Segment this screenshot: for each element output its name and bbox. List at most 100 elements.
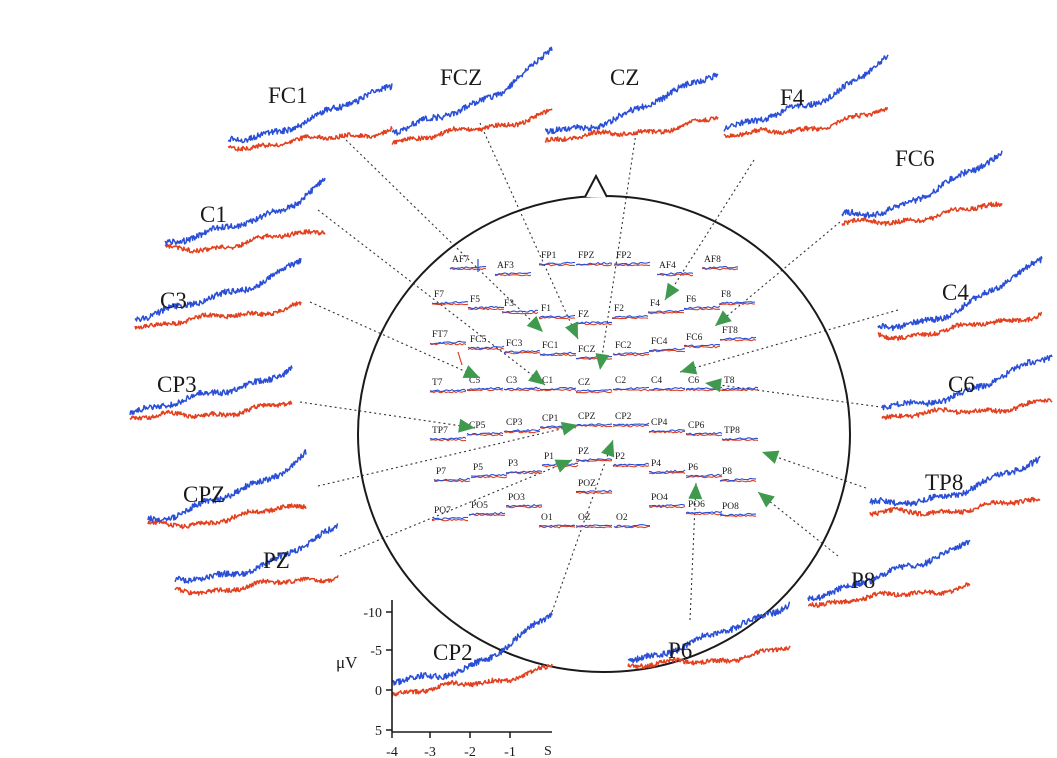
electrode-label: FP2 — [616, 251, 632, 261]
scale-axis: -10 -5 0 5 -4 -3 -2 -1 μV S — [336, 600, 552, 758]
electrode-label: P8 — [722, 467, 732, 477]
y-unit-label: μV — [336, 653, 358, 672]
trace-pz-blue — [174, 523, 339, 584]
electrode-fz: FZ — [575, 310, 613, 326]
electrode-c5: C5 — [466, 376, 504, 392]
electrode-tp7: TP7 — [429, 426, 467, 442]
electrode-label: PO3 — [508, 493, 525, 503]
electrode-label: F7 — [434, 290, 444, 300]
electrode-fc4: FC4 — [648, 337, 686, 353]
electrode-blue-trace — [539, 351, 576, 356]
electrode-red-trace — [505, 471, 542, 475]
electrode-blue-trace — [648, 429, 686, 433]
label-fc6: FC6 — [895, 146, 935, 171]
electrode-t8: T8 — [721, 376, 759, 392]
trace-p8-blue — [807, 539, 971, 602]
arrow-fc6 — [715, 310, 732, 326]
electrode-label: FP1 — [541, 251, 557, 261]
electrode-label: F8 — [721, 290, 731, 300]
electrode-label: PO5 — [471, 501, 488, 511]
electrode-f3: F3 — [501, 299, 539, 315]
arrow-fc1 — [526, 315, 543, 332]
electrode-c2: C2 — [612, 376, 650, 392]
electrode-blue-trace — [431, 301, 469, 305]
electrode-red-trace — [685, 512, 723, 516]
electrode-blue-trace — [538, 314, 576, 319]
electrode-blue-trace — [611, 315, 649, 319]
trace-cp2-red — [391, 663, 553, 698]
electrode-blue-trace — [575, 423, 613, 427]
electrode-red-trace — [613, 525, 651, 529]
electrode-blue-trace — [468, 305, 505, 310]
electrode-label: C4 — [651, 376, 662, 386]
connector-c3 — [309, 301, 481, 379]
electrode-fc5: FC5 — [467, 335, 505, 351]
electrode-label: P5 — [473, 463, 483, 473]
label-cp3: CP3 — [157, 372, 197, 397]
electrode-label: C3 — [506, 376, 517, 386]
y-tick-label: -5 — [370, 644, 382, 659]
electrode-poz: POZ — [575, 479, 613, 495]
electrode-label: CP5 — [469, 421, 486, 431]
electrode-blue-trace — [649, 386, 686, 391]
electrode-label: PO8 — [722, 502, 739, 512]
electrode-red-trace — [613, 263, 650, 267]
electrode-red-trace — [683, 307, 721, 311]
electrode-red-trace — [539, 388, 577, 392]
label-c6: C6 — [948, 372, 975, 397]
connector-tp8 — [761, 451, 867, 489]
electrode-red-trace — [539, 316, 576, 320]
enlarged-traces — [129, 46, 1053, 698]
electrode-blue-trace — [429, 388, 467, 392]
electrode-ft8: FT8 — [719, 326, 757, 342]
electrode-red-trace — [575, 525, 613, 529]
y-ticks: -10 -5 0 5 — [363, 606, 392, 739]
trace-fc1 — [227, 83, 393, 152]
electrode-blue-trace — [539, 387, 577, 391]
x-tick-label: -3 — [424, 745, 436, 758]
trace-cp3 — [129, 365, 293, 421]
electrode-blue-trace — [494, 271, 532, 276]
arrow-tp8 — [762, 450, 780, 464]
connector-pz — [339, 459, 573, 557]
y-tick-label: 0 — [375, 684, 382, 699]
electrode-red-trace — [466, 433, 504, 437]
electrode-label: C2 — [615, 376, 626, 386]
trace-c3 — [134, 257, 302, 330]
electrode-af3: AF3 — [494, 261, 532, 277]
electrode-f2: F2 — [611, 304, 649, 320]
trace-tp8-blue — [869, 455, 1041, 507]
electrode-label: CP1 — [542, 414, 559, 424]
arrow-cp2 — [601, 440, 615, 458]
electrode-ft7: FT7 — [429, 330, 467, 346]
electrode-red-trace — [494, 273, 532, 277]
electrode-blue-trace — [575, 458, 613, 462]
electrode-cz: CZ — [575, 378, 613, 394]
electrode-blue-trace — [613, 524, 651, 528]
trace-cpz-red — [147, 503, 307, 530]
arrow-markers — [458, 282, 780, 508]
trace-cpz — [147, 449, 307, 530]
electrode-c4: C4 — [648, 376, 686, 392]
electrode-fp1: FP1 — [538, 251, 576, 267]
electrode-blue-trace — [701, 265, 739, 270]
electrode-label: P4 — [651, 459, 661, 469]
trace-p6 — [627, 601, 791, 670]
electrode-blue-trace — [467, 345, 505, 350]
electrode-pz: PZ — [575, 447, 613, 463]
electrode-blue-trace — [429, 340, 467, 345]
electrode-cpz: CPZ — [575, 412, 613, 428]
electrode-red-trace — [429, 438, 467, 442]
electrode-fc6: FC6 — [683, 333, 721, 349]
electrode-label: P6 — [688, 463, 698, 473]
electrode-red-trace — [648, 349, 686, 353]
electrode-red-trace — [719, 338, 757, 342]
electrode-label: FCZ — [578, 345, 596, 355]
electrode-af7: AF7 — [449, 255, 487, 271]
electrode-blue-trace — [505, 469, 543, 474]
trace-p8-red — [807, 582, 971, 609]
electrode-blue-trace — [575, 321, 613, 325]
electrode-label: AF8 — [704, 255, 721, 265]
electrode-f4: F4 — [647, 299, 685, 315]
electrode-label: FC6 — [686, 333, 703, 343]
